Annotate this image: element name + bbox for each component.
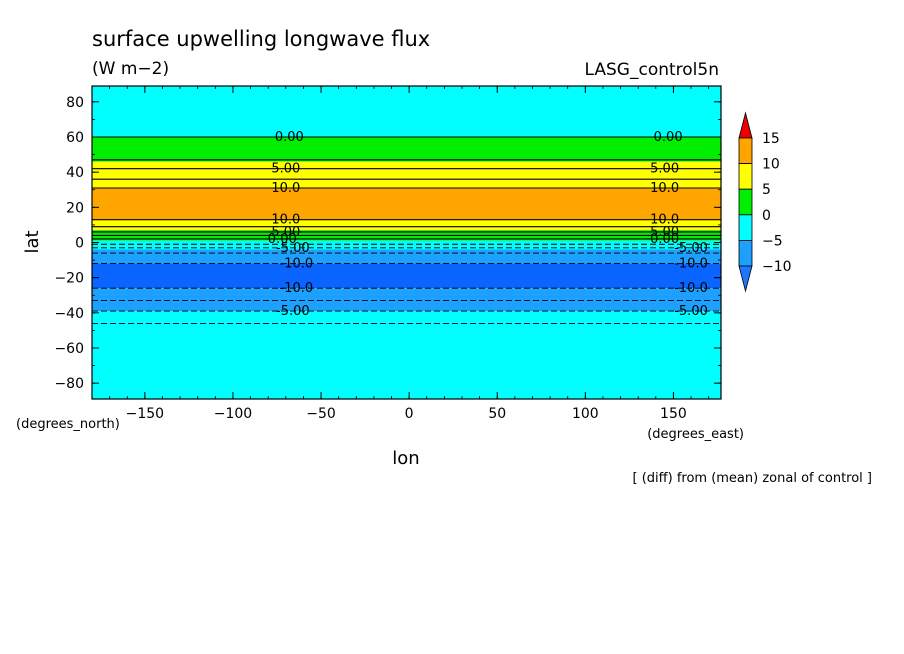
contour-label-7-0: -10.0 [280, 257, 314, 272]
x-tick-label-1: −100 [214, 406, 252, 422]
colorbar-segment-2 [738, 188, 753, 216]
y-axis: 80 60 40 20 0 −20 −40 −60 −80 [54, 95, 721, 392]
contour-label-0-0: 0.00 [275, 130, 304, 145]
contour-label-3-0: 10.0 [271, 213, 300, 228]
band-7 [92, 249, 721, 264]
x-tick-label-6: 150 [660, 406, 687, 422]
contour-label-8-0: -10.0 [280, 281, 314, 296]
band-1 [92, 136, 721, 162]
colorbar-over-arrow [738, 111, 753, 139]
y-tick-label-0: 80 [66, 95, 84, 111]
colorbar-under-arrow [738, 265, 753, 293]
colorbar-label-3: 0 [762, 208, 771, 224]
contour-label-6-0: -5.00 [276, 241, 310, 256]
band-2 [92, 161, 721, 188]
band-0 [92, 86, 721, 137]
colorbar-label-0: 15 [762, 131, 780, 147]
contour-label-2-1: 10.0 [650, 181, 679, 196]
colorbar-segment-1 [738, 163, 753, 190]
contour-label-5-1: 0.00 [650, 232, 679, 247]
contour-label-2-0: 10.0 [271, 181, 300, 196]
y-tick-label-3: 20 [66, 200, 84, 216]
y-tick-label-1: 60 [66, 130, 84, 146]
y-tick-label-8: −80 [54, 376, 84, 392]
band-8 [92, 263, 721, 289]
colorbar-segment-3 [738, 214, 753, 241]
contour-label-7-1: -10.0 [674, 257, 708, 272]
contour-label-4-0: 5.00 [271, 225, 300, 240]
y-tick-label-2: 40 [66, 165, 84, 181]
y-tick-label-5: −20 [54, 271, 84, 287]
contour-label-3-1: 10.0 [650, 213, 679, 228]
footnote: [ (diff) from (mean) zonal of control ] [633, 471, 872, 486]
band-10 [92, 311, 721, 399]
contour-label-8-1: -10.0 [674, 281, 708, 296]
y-axis-label: lat [22, 230, 43, 253]
x-tick-label-4: 50 [488, 406, 506, 422]
y-axis-units: (degrees_north) [16, 417, 120, 432]
x-tick-label-5: 100 [572, 406, 599, 422]
y-tick-label-7: −60 [54, 341, 84, 357]
band-4 [92, 219, 721, 231]
x-tick-label-3: 0 [405, 406, 414, 422]
contour-lines [92, 136, 721, 324]
x-axis-units: (degrees_east) [647, 427, 744, 442]
contour-label-9-1: -5.00 [674, 304, 708, 319]
colorbar-label-4: −5 [762, 233, 783, 249]
y-tick-label-6: −40 [54, 306, 84, 322]
colorbar-label-5: −10 [762, 259, 792, 275]
band-3 [92, 187, 721, 220]
colorbar-label-1: 10 [762, 157, 780, 173]
colorbar-segment-4 [738, 239, 753, 267]
colorbar: 15 10 5 0 −5 −10 [738, 111, 792, 293]
x-axis-label: lon [392, 448, 419, 469]
chart-title: surface upwelling longwave flux [92, 27, 430, 51]
run-label: LASG_control5n [585, 60, 719, 80]
chart-units: (W m−2) [92, 59, 169, 79]
colorbar-label-2: 5 [762, 182, 771, 198]
x-tick-label-2: −50 [306, 406, 336, 422]
x-axis: −150 −100 −50 0 50 100 150 [109, 86, 710, 422]
band-9 [92, 288, 721, 312]
colorbar-segment-0 [738, 137, 753, 165]
contour-label-9-0: -5.00 [276, 304, 310, 319]
contour-label-5-0: 0.00 [268, 232, 297, 247]
x-tick-label-0: −150 [126, 406, 164, 422]
contour-label-1-0: 5.00 [271, 162, 300, 177]
band-6 [92, 240, 721, 250]
y-tick-label-4: 0 [75, 236, 84, 252]
contour-label-1-1: 5.00 [650, 162, 679, 177]
contour-label-4-1: 5.00 [650, 225, 679, 240]
color-bands [92, 86, 721, 399]
contour-label-6-1: -5.00 [674, 241, 708, 256]
contour-label-0-1: 0.00 [654, 130, 683, 145]
